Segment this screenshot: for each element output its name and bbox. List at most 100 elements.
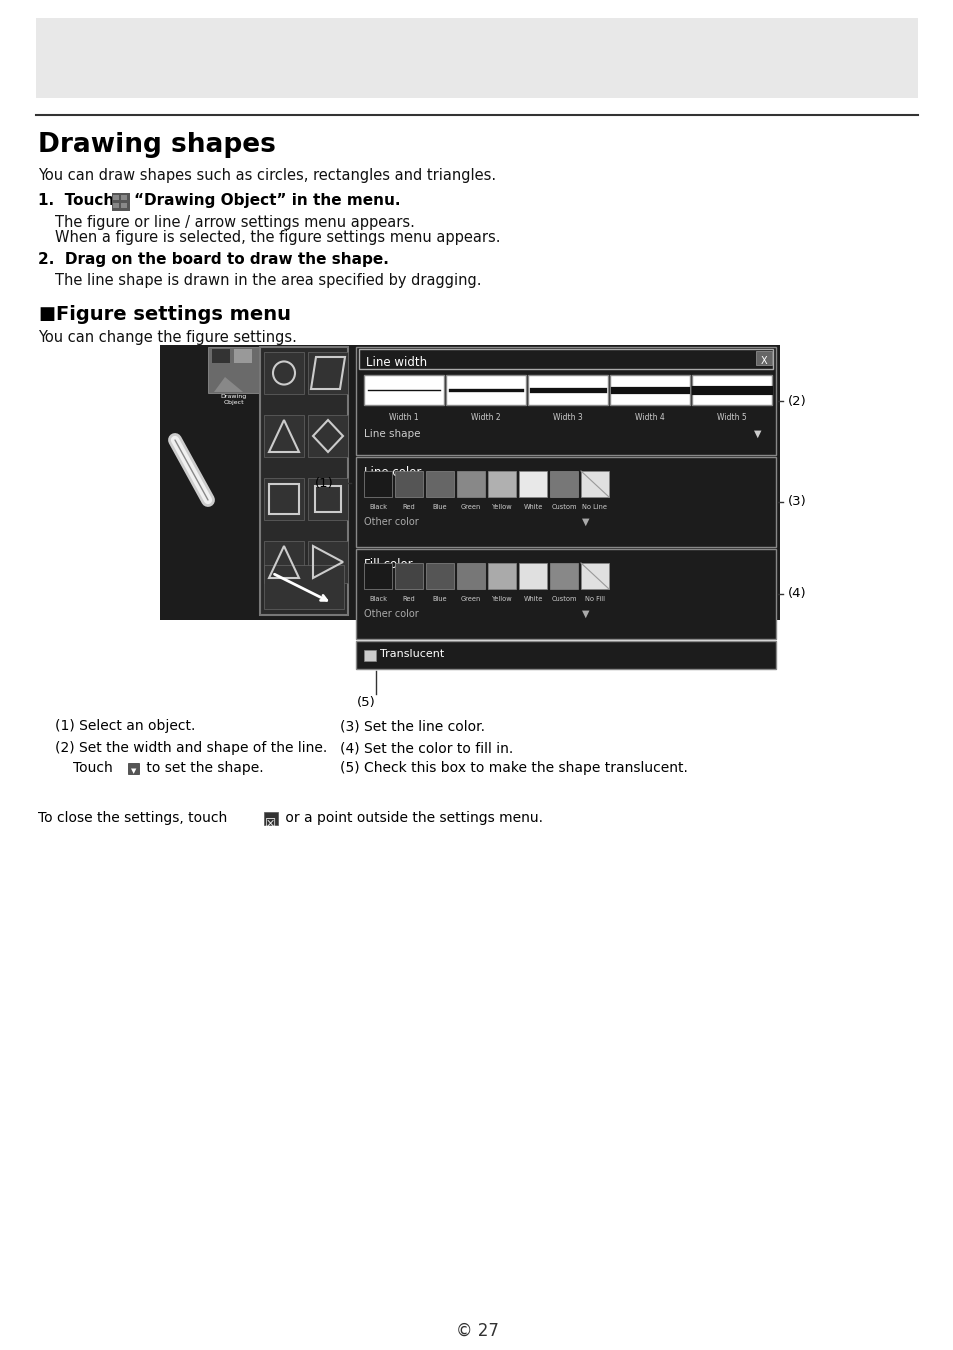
Text: (2): (2) xyxy=(787,394,806,408)
FancyBboxPatch shape xyxy=(121,202,127,208)
Text: (3) Set the line color.: (3) Set the line color. xyxy=(339,720,484,733)
FancyBboxPatch shape xyxy=(456,471,484,497)
FancyBboxPatch shape xyxy=(364,563,392,589)
Text: ▼: ▼ xyxy=(581,609,589,620)
Text: No Line: No Line xyxy=(582,504,607,510)
Text: to set the shape.: to set the shape. xyxy=(142,761,263,775)
Text: ▼: ▼ xyxy=(581,517,589,526)
FancyBboxPatch shape xyxy=(264,352,304,394)
Text: Line width: Line width xyxy=(366,356,427,369)
Text: (1) Select an object.: (1) Select an object. xyxy=(55,720,195,733)
Text: Drawing
Object: Drawing Object xyxy=(221,394,247,405)
FancyBboxPatch shape xyxy=(308,414,348,458)
FancyBboxPatch shape xyxy=(755,351,771,364)
Text: (3): (3) xyxy=(787,495,806,509)
Text: ▼: ▼ xyxy=(132,768,136,774)
FancyBboxPatch shape xyxy=(364,375,443,405)
Text: Custom: Custom xyxy=(551,595,577,602)
FancyBboxPatch shape xyxy=(395,471,422,497)
FancyBboxPatch shape xyxy=(121,194,127,200)
FancyBboxPatch shape xyxy=(488,563,516,589)
FancyBboxPatch shape xyxy=(355,458,775,547)
Text: When a figure is selected, the figure settings menu appears.: When a figure is selected, the figure se… xyxy=(55,230,500,244)
Text: Line shape: Line shape xyxy=(364,429,420,439)
FancyBboxPatch shape xyxy=(208,347,260,393)
Text: You can draw shapes such as circles, rectangles and triangles.: You can draw shapes such as circles, rec… xyxy=(38,167,496,184)
Text: Translucent: Translucent xyxy=(379,649,444,659)
Text: (4): (4) xyxy=(787,587,806,601)
FancyBboxPatch shape xyxy=(456,563,484,589)
Text: or a point outside the settings menu.: or a point outside the settings menu. xyxy=(281,811,542,825)
Text: ☒: ☒ xyxy=(265,818,276,832)
FancyBboxPatch shape xyxy=(264,478,304,520)
Text: X: X xyxy=(760,356,766,366)
FancyBboxPatch shape xyxy=(112,194,119,200)
Text: Blue: Blue xyxy=(433,504,447,510)
FancyBboxPatch shape xyxy=(355,641,775,670)
Text: Width 3: Width 3 xyxy=(553,413,582,423)
FancyBboxPatch shape xyxy=(518,563,546,589)
Text: Yellow: Yellow xyxy=(491,595,512,602)
FancyBboxPatch shape xyxy=(691,375,771,405)
Text: (4) Set the color to fill in.: (4) Set the color to fill in. xyxy=(339,741,513,755)
FancyBboxPatch shape xyxy=(212,350,230,363)
Text: Fill color: Fill color xyxy=(364,558,413,571)
Text: 1.  Touch: 1. Touch xyxy=(38,193,114,208)
FancyBboxPatch shape xyxy=(355,549,775,639)
FancyBboxPatch shape xyxy=(580,471,608,497)
Text: Green: Green xyxy=(460,595,480,602)
FancyBboxPatch shape xyxy=(264,566,344,609)
FancyBboxPatch shape xyxy=(358,350,772,369)
Text: Line color: Line color xyxy=(364,466,421,479)
Text: Red: Red xyxy=(402,595,415,602)
Text: Width 1: Width 1 xyxy=(389,413,418,423)
Text: Width 2: Width 2 xyxy=(471,413,500,423)
Text: White: White xyxy=(523,595,542,602)
Text: Touch: Touch xyxy=(73,761,117,775)
Text: © 27: © 27 xyxy=(456,1322,497,1341)
Text: To close the settings, touch: To close the settings, touch xyxy=(38,811,232,825)
Text: Blue: Blue xyxy=(433,595,447,602)
Text: Green: Green xyxy=(460,504,480,510)
FancyBboxPatch shape xyxy=(308,478,348,520)
Text: Other color: Other color xyxy=(364,517,418,526)
Text: Figure settings menu: Figure settings menu xyxy=(56,305,291,324)
Text: (2) Set the width and shape of the line.: (2) Set the width and shape of the line. xyxy=(55,741,327,755)
Text: (5) Check this box to make the shape translucent.: (5) Check this box to make the shape tra… xyxy=(339,761,687,775)
FancyBboxPatch shape xyxy=(426,563,454,589)
Text: The figure or line / arrow settings menu appears.: The figure or line / arrow settings menu… xyxy=(55,215,415,230)
FancyBboxPatch shape xyxy=(112,202,119,208)
Text: (5): (5) xyxy=(356,697,375,709)
Text: Width 5: Width 5 xyxy=(717,413,746,423)
Text: The line shape is drawn in the area specified by dragging.: The line shape is drawn in the area spec… xyxy=(55,273,481,288)
FancyBboxPatch shape xyxy=(160,346,780,620)
FancyBboxPatch shape xyxy=(128,763,139,774)
FancyBboxPatch shape xyxy=(364,471,392,497)
FancyBboxPatch shape xyxy=(112,193,130,211)
Text: Yellow: Yellow xyxy=(491,504,512,510)
FancyBboxPatch shape xyxy=(580,563,608,589)
FancyBboxPatch shape xyxy=(355,347,775,455)
FancyBboxPatch shape xyxy=(364,649,375,662)
Text: Custom: Custom xyxy=(551,504,577,510)
Polygon shape xyxy=(213,377,243,392)
FancyBboxPatch shape xyxy=(446,375,525,405)
FancyBboxPatch shape xyxy=(308,541,348,583)
FancyBboxPatch shape xyxy=(426,471,454,497)
FancyBboxPatch shape xyxy=(550,471,578,497)
Text: ▼: ▼ xyxy=(754,429,760,439)
Text: Black: Black xyxy=(369,504,387,510)
Text: White: White xyxy=(523,504,542,510)
Text: Black: Black xyxy=(369,595,387,602)
FancyBboxPatch shape xyxy=(527,375,607,405)
Text: You can change the figure settings.: You can change the figure settings. xyxy=(38,329,296,346)
Text: Other color: Other color xyxy=(364,609,418,620)
Text: “Drawing Object” in the menu.: “Drawing Object” in the menu. xyxy=(133,193,400,208)
FancyBboxPatch shape xyxy=(550,563,578,589)
FancyBboxPatch shape xyxy=(264,541,304,583)
FancyBboxPatch shape xyxy=(488,471,516,497)
Text: No Fill: No Fill xyxy=(584,595,604,602)
FancyBboxPatch shape xyxy=(260,347,348,616)
Text: Red: Red xyxy=(402,504,415,510)
FancyBboxPatch shape xyxy=(518,471,546,497)
